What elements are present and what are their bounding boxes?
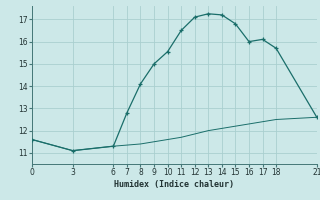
X-axis label: Humidex (Indice chaleur): Humidex (Indice chaleur) (115, 180, 234, 189)
